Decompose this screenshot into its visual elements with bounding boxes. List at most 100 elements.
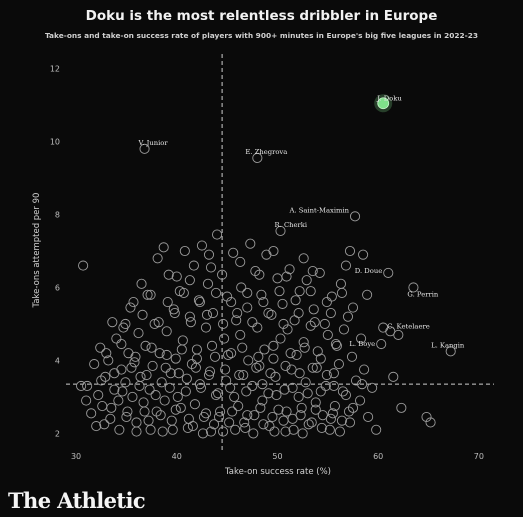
- data-point: [236, 282, 247, 293]
- data-point: [184, 275, 195, 286]
- data-point: [182, 422, 193, 433]
- data-point: [293, 391, 304, 402]
- data-point: [240, 422, 251, 433]
- data-point: [363, 411, 374, 423]
- data-point: [319, 318, 330, 330]
- data-point: [269, 426, 280, 437]
- data-point: [268, 245, 279, 257]
- data-point: [258, 419, 269, 430]
- data-point: [311, 362, 322, 373]
- data-point: [145, 424, 156, 435]
- data-point: [315, 353, 326, 364]
- data-point: [254, 269, 265, 280]
- data-point: [280, 426, 291, 437]
- x-tick-label: 30: [71, 452, 81, 461]
- labeled-data-point: [383, 267, 394, 278]
- labeled-data-point: [275, 225, 286, 236]
- point-label: L. Kangin: [431, 341, 465, 349]
- labeled-data-point: [252, 152, 263, 164]
- data-point: [268, 353, 279, 364]
- data-point: [251, 362, 262, 373]
- data-point: [201, 309, 213, 320]
- data-point: [270, 371, 281, 382]
- data-point: [142, 289, 153, 300]
- data-point: [396, 402, 407, 413]
- data-point: [242, 287, 253, 299]
- data-point: [237, 342, 248, 353]
- data-point: [179, 245, 190, 257]
- chart-subtitle: Take-ons and take-on success rate of pla…: [44, 31, 479, 40]
- data-point: [257, 395, 268, 406]
- data-point: [271, 390, 282, 401]
- data-point: [226, 348, 237, 359]
- data-point: [82, 380, 93, 392]
- data-point: [163, 269, 174, 280]
- data-point: [107, 317, 118, 328]
- data-point: [130, 351, 141, 362]
- data-point: [129, 357, 140, 368]
- data-point: [151, 406, 162, 417]
- data-point: [320, 380, 331, 392]
- y-axis-title: Take-ons attempted per 90: [32, 193, 42, 309]
- data-point: [229, 391, 240, 402]
- data-point: [238, 369, 249, 381]
- data-point: [274, 286, 285, 297]
- data-point: [242, 302, 253, 313]
- data-point: [223, 349, 234, 361]
- x-tick-label: 40: [172, 452, 182, 461]
- data-point: [159, 395, 170, 406]
- data-point: [343, 406, 355, 417]
- data-point: [224, 417, 235, 428]
- data-point: [215, 406, 226, 417]
- data-point: [220, 364, 231, 375]
- data-point: [162, 297, 173, 308]
- data-point: [206, 340, 218, 351]
- data-point: [99, 419, 110, 430]
- data-point: [178, 287, 189, 299]
- data-point: [200, 408, 212, 419]
- data-point: [325, 413, 336, 424]
- data-point: [153, 317, 164, 328]
- data-point: [144, 384, 155, 395]
- brand-logo: The Athletic: [8, 488, 146, 513]
- data-point: [173, 368, 184, 379]
- data-point: [297, 428, 308, 439]
- data-point: [291, 349, 302, 361]
- data-point: [164, 382, 175, 393]
- data-point: [325, 307, 336, 319]
- x-tick-label: 70: [474, 452, 484, 461]
- data-points: [76, 94, 456, 439]
- data-point: [333, 359, 344, 370]
- data-point: [76, 380, 87, 392]
- data-point: [109, 384, 120, 395]
- data-point: [137, 309, 148, 320]
- data-point: [116, 338, 127, 350]
- data-point: [97, 400, 108, 412]
- data-point: [250, 266, 261, 277]
- data-point: [89, 359, 100, 370]
- data-point: [280, 360, 291, 371]
- data-point: [126, 362, 137, 373]
- data-point: [225, 382, 236, 393]
- data-point: [168, 304, 179, 315]
- data-point: [338, 324, 349, 335]
- data-point: [324, 424, 335, 435]
- data-point: [211, 287, 222, 299]
- data-point: [233, 400, 244, 412]
- data-point: [300, 377, 311, 388]
- data-point: [302, 388, 313, 399]
- y-tick-label: 4: [55, 356, 60, 365]
- data-point: [298, 253, 309, 264]
- data-point: [268, 340, 279, 351]
- data-point: [347, 302, 359, 313]
- data-point: [243, 355, 254, 366]
- data-point: [121, 411, 132, 423]
- data-point: [315, 386, 326, 397]
- data-point: [156, 377, 167, 388]
- data-point: [281, 406, 292, 417]
- data-point: [305, 320, 316, 331]
- data-point: [303, 419, 314, 430]
- data-point: [294, 368, 305, 379]
- data-point: [362, 289, 373, 300]
- data-point: [278, 415, 289, 426]
